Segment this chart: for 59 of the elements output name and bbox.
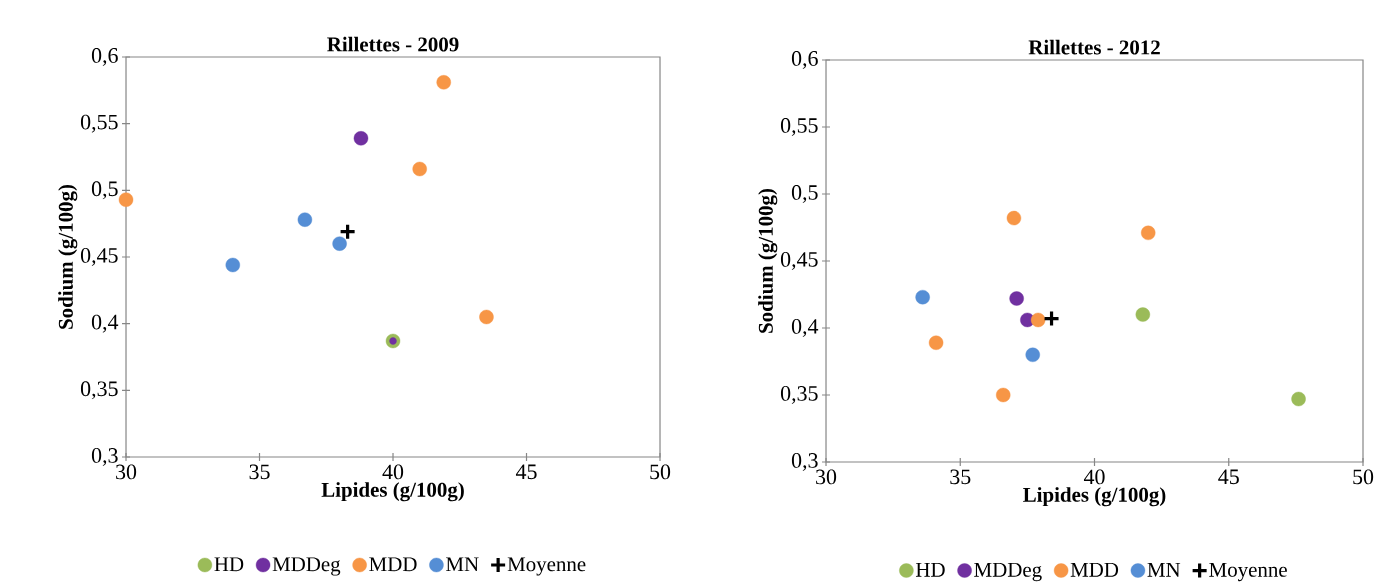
point [1291,391,1306,407]
point [1141,225,1156,240]
x-tick-label: 35 [950,469,971,485]
chart-title: Rillettes - 2012 [1028,39,1160,55]
point [915,289,930,305]
legend-label: MDD [369,557,417,572]
point [1135,307,1151,322]
point [436,75,451,90]
x-axis-title: Lipides (g/100g) [321,482,464,502]
point [1025,347,1040,362]
y-tick-label: 0,4 [91,314,119,333]
legend-label: MN [1147,562,1181,577]
x-tick-label: 30 [816,469,837,485]
legend-label: HD [214,557,244,572]
point [412,161,427,177]
y-tick-label: 0,5 [91,181,118,200]
y-tick-label: 0,55 [80,114,118,133]
x-tick-label: 40 [1083,469,1105,485]
legend-label: HD [915,562,945,577]
point [118,192,134,207]
point [225,257,241,273]
x-axis-title: Lipides (g/100g) [1023,487,1166,507]
x-tick-label: 50 [650,464,671,480]
x-tick-label: 45 [1218,469,1239,485]
point [1030,312,1046,328]
y-tick-label: 0,5 [791,184,818,203]
legend-label: MDDeg [974,562,1042,582]
x-tick-label: 35 [249,464,270,480]
y-axis-title: Sodium (g/100g) [758,188,778,333]
x-tick-label: 30 [116,464,137,480]
y-tick-label: 0,6 [91,47,118,66]
y-tick-label: 0,55 [780,117,818,136]
point [1042,309,1061,328]
x-tick-label: 45 [515,464,537,480]
y-tick-label: 0,35 [780,385,818,404]
legend-label: MDDeg [272,557,341,576]
y-tick-label: 0,4 [791,318,819,337]
y-axis-title: Sodium (g/100g) [58,184,78,329]
y-tick-label: 0,3 [791,452,818,471]
point [1009,291,1024,306]
y-tick-label: 0,3 [91,447,118,466]
legend-label: Moyenne [507,557,586,576]
y-tick-label: 0,45 [80,247,118,266]
point [928,335,944,350]
point [297,212,313,227]
point [339,223,357,241]
y-tick-label: 0,45 [780,251,818,270]
y-tick-label: 0,35 [80,381,118,400]
point [479,309,494,325]
chart-title: Rillettes - 2009 [327,36,459,52]
point [996,387,1011,403]
x-tick-label: 40 [382,464,404,480]
point [332,236,347,251]
legend-label: MDD [1070,562,1119,577]
x-tick-label: 50 [1353,469,1374,485]
y-tick-label: 0,6 [791,50,818,69]
legend-label: MN [446,557,479,572]
legend-label: Moyenne [1209,562,1287,582]
point [1006,210,1022,226]
